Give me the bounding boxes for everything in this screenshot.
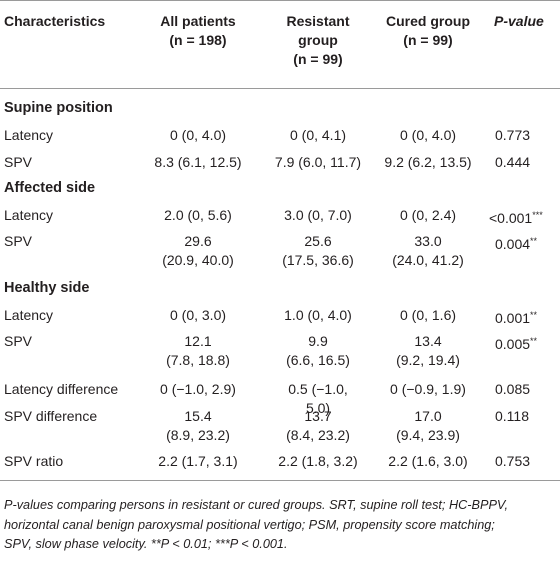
cell-p-value: 0.005** bbox=[495, 336, 538, 352]
row-label: SPV bbox=[4, 233, 33, 249]
cell-resistant: 7.9 (6.0, 11.7) bbox=[274, 154, 362, 170]
cell-resistant: 0.5 (−1.0, 5.0) bbox=[288, 381, 348, 416]
table-bottom-rule bbox=[0, 480, 560, 481]
header-resistant-line2: group bbox=[298, 32, 338, 48]
section-supine-position: Supine position bbox=[4, 100, 113, 116]
significance-stars: ** bbox=[530, 336, 538, 346]
cell-cured: 0 (0, 2.4) bbox=[399, 207, 457, 223]
cell-cured: 33.0 (24.0, 41.2) bbox=[392, 233, 464, 268]
cell-p-value: 0.753 bbox=[495, 453, 531, 469]
cell-cured: 17.0 (9.4, 23.9) bbox=[396, 408, 460, 443]
cell-p-value: <0.001*** bbox=[489, 210, 543, 226]
cell-all: 29.6 (20.9, 40.0) bbox=[162, 233, 234, 268]
cell-resistant: 3.0 (0, 7.0) bbox=[284, 207, 352, 223]
header-all-patients: All patients (n = 198) bbox=[138, 12, 258, 50]
row-label: Latency bbox=[4, 207, 54, 223]
row-label: SPV bbox=[4, 333, 33, 349]
cell-cured: 0 (−0.9, 1.9) bbox=[390, 381, 466, 397]
cell-resistant: 25.6 (17.5, 36.6) bbox=[282, 233, 354, 268]
header-cured-line1: Cured group bbox=[386, 13, 470, 29]
table-footnote: P-values comparing persons in resistant … bbox=[4, 496, 556, 555]
significance-stars: ** bbox=[530, 236, 538, 246]
cell-all: 2.2 (1.7, 3.1) bbox=[158, 453, 238, 469]
row-label: Latency difference bbox=[4, 381, 119, 397]
cell-resistant: 2.2 (1.8, 3.2) bbox=[278, 453, 358, 469]
section-healthy-side: Healthy side bbox=[4, 280, 90, 296]
header-cured-group: Cured group (n = 99) bbox=[376, 12, 480, 50]
row-label: SPV difference bbox=[4, 408, 98, 424]
header-resistant-line3: (n = 99) bbox=[293, 51, 343, 67]
cell-all: 15.4 (8.9, 23.2) bbox=[166, 408, 230, 443]
header-all-line2: (n = 198) bbox=[169, 32, 227, 48]
cell-all: 0 (−1.0, 2.9) bbox=[160, 381, 236, 397]
table-top-rule bbox=[0, 0, 560, 1]
cell-all: 0 (0, 3.0) bbox=[169, 307, 227, 323]
footnote-line: P-values comparing persons in resistant … bbox=[4, 498, 508, 512]
header-p-value: P-value bbox=[494, 13, 544, 29]
cell-all: 2.0 (0, 5.6) bbox=[164, 207, 232, 223]
header-resistant-group: Resistant group (n = 99) bbox=[264, 12, 372, 69]
cell-p-value: 0.001** bbox=[495, 310, 538, 326]
cell-p-value: 0.118 bbox=[495, 408, 529, 424]
cell-all: 8.3 (6.1, 12.5) bbox=[154, 154, 242, 170]
cell-p-value: 0.085 bbox=[495, 381, 531, 397]
cell-cured: 0 (0, 1.6) bbox=[399, 307, 457, 323]
row-label: SPV bbox=[4, 154, 33, 170]
cell-all: 12.1 (7.8, 18.8) bbox=[166, 333, 230, 368]
row-label: Latency bbox=[4, 127, 54, 143]
table-header-rule bbox=[0, 88, 560, 89]
cell-cured: 9.2 (6.2, 13.5) bbox=[384, 154, 472, 170]
cell-cured: 0 (0, 4.0) bbox=[399, 127, 457, 143]
significance-stars: *** bbox=[532, 210, 543, 220]
header-characteristics: Characteristics bbox=[4, 13, 106, 29]
row-label: Latency bbox=[4, 307, 54, 323]
cell-cured: 13.4 (9.2, 19.4) bbox=[396, 333, 460, 368]
cell-cured: 2.2 (1.6, 3.0) bbox=[388, 453, 468, 469]
cell-resistant: 1.0 (0, 4.0) bbox=[284, 307, 352, 323]
cell-p-value: 0.773 bbox=[495, 127, 531, 143]
cell-resistant: 9.9 (6.6, 16.5) bbox=[286, 333, 350, 368]
header-all-line1: All patients bbox=[160, 13, 236, 29]
cell-resistant: 13.7 (8.4, 23.2) bbox=[286, 408, 350, 443]
row-label: SPV ratio bbox=[4, 453, 64, 469]
header-resistant-line1: Resistant bbox=[286, 13, 350, 29]
cell-p-value: 0.004** bbox=[495, 236, 538, 252]
cell-all: 0 (0, 4.0) bbox=[169, 127, 227, 143]
section-affected-side: Affected side bbox=[4, 180, 96, 196]
cell-p-value: 0.444 bbox=[495, 154, 531, 170]
header-cured-line2: (n = 99) bbox=[403, 32, 453, 48]
significance-stars: ** bbox=[530, 310, 538, 320]
cell-resistant: 0 (0, 4.1) bbox=[289, 127, 347, 143]
footnote-line: horizontal canal benign paroxysmal posit… bbox=[4, 517, 495, 532]
footnote-line: SPV, slow phase velocity. **P < 0.01; **… bbox=[4, 537, 288, 551]
